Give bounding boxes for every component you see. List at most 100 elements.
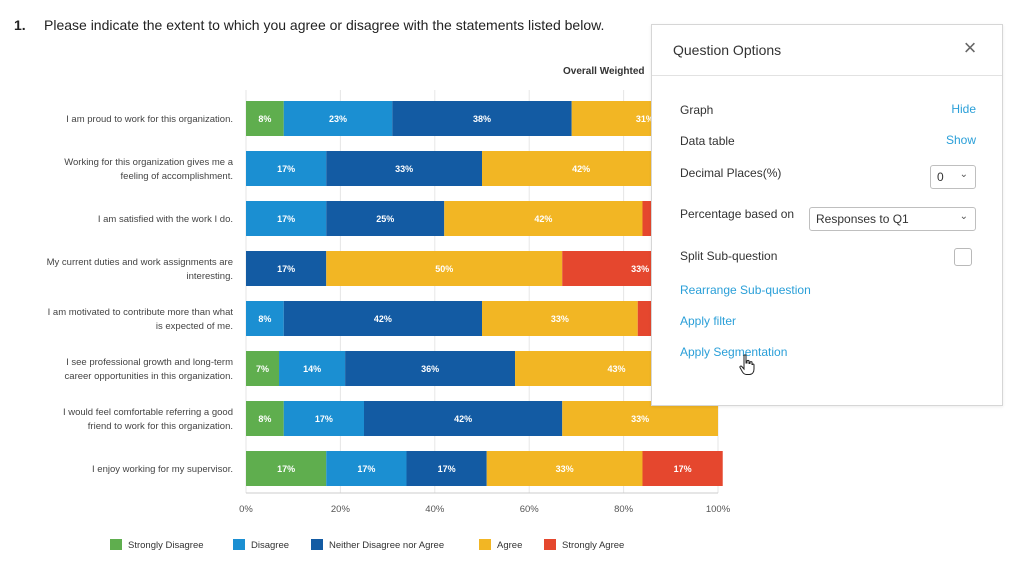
chart-title: Overall Weighted xyxy=(563,66,645,77)
bar-data-label: 17% xyxy=(315,414,333,424)
apply-filter-link[interactable]: Apply filter xyxy=(680,314,737,328)
bar-segment xyxy=(326,201,445,236)
bar-segment xyxy=(283,101,393,136)
bar-data-label: 17% xyxy=(277,264,295,274)
bar-data-label: 17% xyxy=(674,464,692,474)
bar-data-label: 25% xyxy=(376,214,394,224)
percentage-based-select[interactable]: Responses to Q1 ⌄ xyxy=(809,207,976,231)
bar-data-label: 17% xyxy=(277,214,295,224)
x-tick-label: 80% xyxy=(614,504,634,515)
legend-swatch xyxy=(233,539,245,550)
apply-segmentation-link[interactable]: Apply Segmentation xyxy=(680,345,788,359)
bar-segment xyxy=(326,151,482,186)
panel-header: Question Options × xyxy=(652,25,1002,76)
category-label: friend to work for this organization. xyxy=(88,421,233,432)
legend-label: Strongly Agree xyxy=(562,540,624,551)
legend-label: Neither Disagree nor Agree xyxy=(329,540,444,551)
x-tick-label: 0% xyxy=(239,504,253,515)
bar-segment xyxy=(406,451,487,486)
legend-swatch xyxy=(544,539,556,550)
category-label: I see professional growth and long-term xyxy=(66,357,233,368)
bar-data-label: 14% xyxy=(303,364,321,374)
graph-hide-link[interactable]: Hide xyxy=(951,102,976,116)
bar-data-label: 38% xyxy=(473,114,491,124)
bar-data-label: 43% xyxy=(608,364,626,374)
bar-segment xyxy=(345,351,516,386)
question-text: Please indicate the extent to which you … xyxy=(44,17,605,33)
category-label: Working for this organization gives me a xyxy=(64,157,234,168)
category-label: I am satisfied with the work I do. xyxy=(98,214,233,225)
bar-segment xyxy=(246,301,284,336)
bar-data-label: 23% xyxy=(329,114,347,124)
legend-swatch xyxy=(311,539,323,550)
bar-data-label: 17% xyxy=(277,464,295,474)
bar-segment xyxy=(482,151,681,186)
bar-segment xyxy=(279,351,346,386)
bar-data-label: 42% xyxy=(534,214,552,224)
bar-data-label: 17% xyxy=(357,464,375,474)
data-table-show-link[interactable]: Show xyxy=(945,133,976,147)
bar-data-label: 31% xyxy=(636,114,654,124)
bar-segment xyxy=(246,451,327,486)
bar-data-label: 50% xyxy=(435,264,453,274)
panel-title: Question Options xyxy=(673,42,782,58)
bar-data-label: 7% xyxy=(256,364,269,374)
bar-data-label: 17% xyxy=(277,164,295,174)
question-heading: 1. Please indicate the extent to which yo… xyxy=(14,17,604,33)
data-table-label: Data table xyxy=(680,134,735,148)
legend-swatch xyxy=(479,539,491,550)
bar-data-label: 8% xyxy=(258,114,271,124)
bar-data-label: 33% xyxy=(395,164,413,174)
bar-data-label: 36% xyxy=(421,364,439,374)
bar-segment xyxy=(562,401,718,436)
bar-segment xyxy=(642,451,723,486)
bar-segment xyxy=(246,251,327,286)
close-icon[interactable]: × xyxy=(963,35,977,60)
category-label: feeling of accomplishment. xyxy=(121,171,233,182)
split-subquestion-checkbox[interactable] xyxy=(954,248,972,266)
bar-data-label: 33% xyxy=(551,314,569,324)
bar-data-label: 17% xyxy=(438,464,456,474)
legend-label: Agree xyxy=(497,540,522,551)
category-label: I am motivated to contribute more than w… xyxy=(48,307,234,318)
bar-segment xyxy=(326,451,407,486)
chevron-down-icon: ⌄ xyxy=(959,169,968,180)
percentage-based-value: Responses to Q1 xyxy=(816,212,909,226)
bar-data-label: 42% xyxy=(454,414,472,424)
decimal-places-select[interactable]: 0 ⌄ xyxy=(930,165,976,189)
bar-data-label: 33% xyxy=(631,264,649,274)
bar-data-label: 42% xyxy=(572,164,590,174)
category-label: I am proud to work for this organization… xyxy=(66,114,233,125)
bar-segment xyxy=(444,201,643,236)
category-label: interesting. xyxy=(187,271,233,282)
question-number: 1. xyxy=(14,17,26,33)
bar-segment xyxy=(486,451,643,486)
x-tick-label: 20% xyxy=(331,504,351,515)
question-options-panel: Question Options × Graph Hide Data table… xyxy=(651,24,1003,406)
bar-segment xyxy=(326,251,563,286)
bar-data-label: 33% xyxy=(631,414,649,424)
bar-data-label: 33% xyxy=(556,464,574,474)
x-tick-label: 60% xyxy=(520,504,540,515)
bar-data-label: 8% xyxy=(258,314,271,324)
decimal-places-value: 0 xyxy=(937,170,944,184)
hand-cursor-icon xyxy=(739,354,755,375)
x-tick-label: 100% xyxy=(706,504,731,515)
category-label: I would feel comfortable referring a goo… xyxy=(63,407,233,418)
bar-segment xyxy=(246,351,280,386)
bar-segment xyxy=(246,101,284,136)
legend-label: Disagree xyxy=(251,540,289,551)
category-label: career opportunities in this organizatio… xyxy=(65,371,233,382)
rearrange-subquestion-link[interactable]: Rearrange Sub-question xyxy=(680,283,811,297)
chevron-down-icon: ⌄ xyxy=(959,211,968,222)
bar-segment xyxy=(246,201,327,236)
bar-segment xyxy=(283,301,482,336)
x-tick-label: 40% xyxy=(425,504,445,515)
decimal-places-label: Decimal Places(%) xyxy=(680,166,782,180)
bar-segment xyxy=(246,401,284,436)
bar-data-label: 42% xyxy=(374,314,392,324)
category-label: My current duties and work assignments a… xyxy=(47,257,233,268)
bar-segment xyxy=(246,151,327,186)
legend-label: Strongly Disagree xyxy=(128,540,204,551)
